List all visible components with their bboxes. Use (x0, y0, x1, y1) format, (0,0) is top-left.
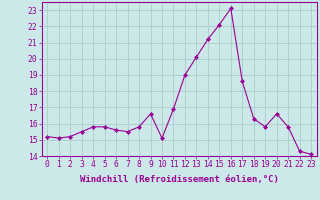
X-axis label: Windchill (Refroidissement éolien,°C): Windchill (Refroidissement éolien,°C) (80, 175, 279, 184)
